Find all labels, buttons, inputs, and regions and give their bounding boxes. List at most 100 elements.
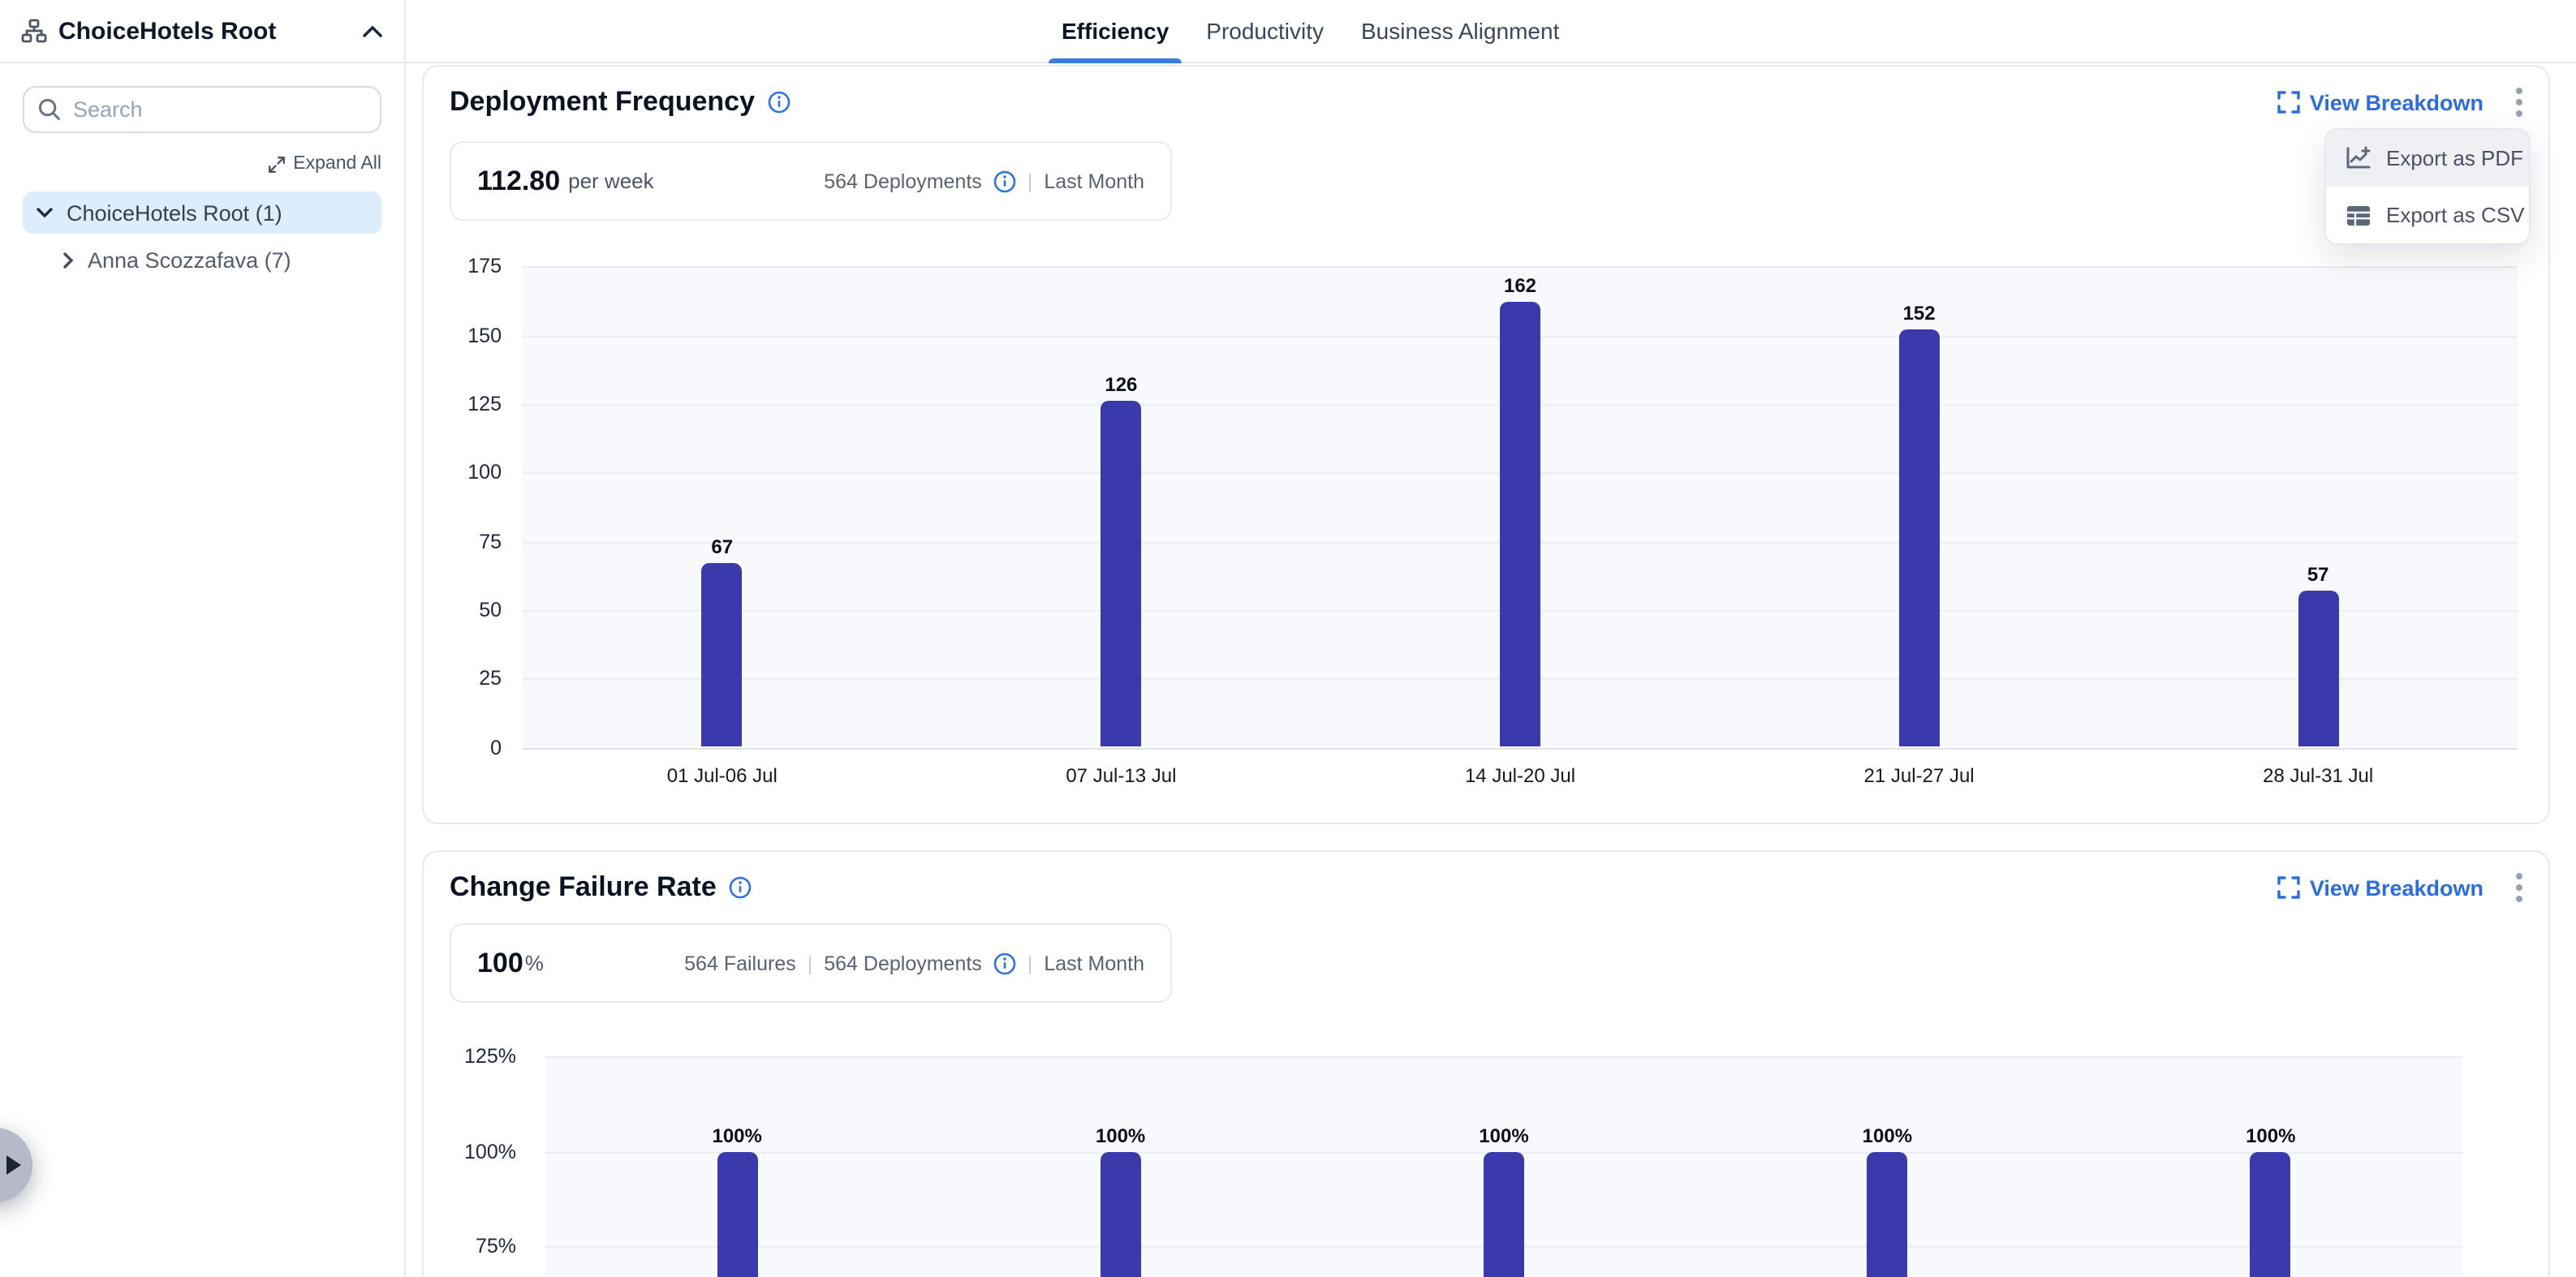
- meta-divider: |: [1027, 952, 1033, 974]
- bar-value-label: 100%: [2246, 1124, 2296, 1146]
- play-triangle-icon: [6, 1155, 21, 1175]
- fullscreen-icon: [2277, 876, 2300, 899]
- stat-value: 112.80: [477, 165, 561, 196]
- bar-value-label: 126: [1105, 373, 1138, 397]
- tab-productivity[interactable]: Productivity: [1206, 18, 1324, 44]
- gridline: [523, 266, 2518, 269]
- y-axis-tick-label: 100: [467, 461, 502, 484]
- tab-business-alignment[interactable]: Business Alignment: [1361, 18, 1560, 44]
- stat-meta: 564 Failures | 564 Deployments | Last Month: [684, 952, 1144, 974]
- y-axis-tick-label: 175: [467, 255, 502, 278]
- expand-all-button[interactable]: Expand All: [23, 154, 381, 174]
- tree-item-label: ChoiceHotels Root (1): [67, 200, 282, 225]
- y-axis-tick-label: 150: [467, 324, 502, 347]
- chart-plus-icon: [2346, 146, 2371, 170]
- deployment-frequency-chart: 0 25 50 75 100 125 150 175 67 01 Jul-06 Jul 126 07 …: [424, 67, 2548, 823]
- meta-divider: |: [1027, 170, 1033, 192]
- x-axis-category-label: 07 Jul-13 Jul: [1066, 764, 1177, 787]
- chart-bar: [1484, 1151, 1524, 1277]
- search-icon: [38, 98, 60, 120]
- sidebar-title: ChoiceHotels Root: [58, 17, 277, 45]
- org-tree: ChoiceHotels Root (1) Anna Scozzafava (7): [23, 191, 381, 281]
- y-axis-tick-label: 0: [490, 736, 502, 759]
- gridline: [545, 1056, 2462, 1058]
- kebab-menu-button[interactable]: [2513, 873, 2526, 902]
- card-title: Deployment Frequency: [450, 86, 755, 117]
- search-input[interactable]: [23, 86, 381, 133]
- card-actions: View Breakdown: [2277, 88, 2526, 117]
- view-breakdown-button[interactable]: View Breakdown: [2277, 90, 2483, 114]
- tree-item-label: Anna Scozzafava (7): [88, 247, 291, 272]
- view-breakdown-button[interactable]: View Breakdown: [2277, 875, 2483, 900]
- info-icon[interactable]: [730, 876, 752, 899]
- table-icon: [2346, 204, 2371, 226]
- tree-item-anna-scozzafava-7-[interactable]: Anna Scozzafava (7): [23, 239, 381, 281]
- x-axis-category-label: 14 Jul-20 Jul: [1464, 764, 1576, 787]
- bar-value-label: 100%: [1479, 1124, 1529, 1146]
- card-title-row: Change Failure Rate: [450, 871, 752, 904]
- change-failure-rate-chart: 125% 100% 75% 100% 100% 100% 100% 100%: [424, 852, 2548, 1277]
- meta-divider: |: [807, 952, 813, 974]
- chart-bar: [1898, 329, 1940, 747]
- card-actions: View Breakdown: [2277, 873, 2526, 902]
- bar-value-label: 152: [1902, 302, 1936, 325]
- stat-meta-text: Last Month: [1044, 170, 1144, 192]
- chart-bar: [701, 563, 743, 747]
- gridline: [523, 747, 2518, 749]
- chevron-down-icon[interactable]: [36, 206, 54, 219]
- y-axis-tick-label: 75%: [475, 1235, 516, 1258]
- deployment-frequency-card: Deployment Frequency View Breakdown 112.…: [422, 65, 2550, 824]
- x-axis-category-label: 21 Jul-27 Jul: [1863, 764, 1975, 787]
- tabs: Efficiency Productivity Business Alignment: [1049, 0, 1572, 63]
- org-hierarchy-icon: [21, 18, 47, 44]
- menu-item-label: Export as CSV: [2386, 203, 2525, 227]
- bar-value-label: 57: [2307, 563, 2329, 587]
- chart-bar: [1100, 1151, 1141, 1277]
- sidebar: ChoiceHotels Root Expand All ChoiceHotel…: [0, 0, 406, 1277]
- tree-item-choicehotels-root-1-[interactable]: ChoiceHotels Root (1): [23, 191, 381, 234]
- menu-item-export-as-pdf[interactable]: Export as PDF: [2326, 130, 2529, 187]
- menu-item-export-as-csv[interactable]: Export as CSV: [2326, 187, 2529, 243]
- stat-unit: per week: [568, 169, 654, 193]
- y-axis-tick-label: 25: [479, 667, 502, 690]
- stat-meta-text: 564 Failures: [684, 952, 796, 974]
- bar-value-label: 100%: [712, 1124, 762, 1146]
- stat-summary-box: 112.80 per week 564 Deployments | Last Mon…: [450, 141, 1172, 221]
- info-icon[interactable]: [768, 91, 790, 114]
- x-axis-category-label: 01 Jul-06 Jul: [666, 764, 778, 787]
- chart-bar: [2298, 591, 2339, 747]
- tab-efficiency[interactable]: Efficiency: [1049, 0, 1182, 63]
- bar-value-label: 100%: [1095, 1124, 1146, 1146]
- info-icon[interactable]: [993, 952, 1016, 974]
- chart-bar: [1500, 302, 1540, 747]
- kebab-menu-button[interactable]: [2513, 88, 2526, 117]
- stat-summary-box: 100 % 564 Failures | 564 Deployments | Last …: [450, 923, 1172, 1003]
- y-axis-tick-label: 125: [467, 393, 502, 415]
- stat-meta: 564 Deployments | Last Month: [824, 170, 1144, 192]
- y-axis-tick-label: 50: [479, 598, 502, 621]
- stat-unit: %: [524, 951, 544, 975]
- expand-all-icon: [268, 156, 285, 172]
- fullscreen-icon: [2277, 91, 2300, 114]
- y-axis-tick-label: 100%: [464, 1140, 516, 1163]
- stat-meta-text: 564 Deployments: [824, 952, 982, 974]
- top-tab-bar: Efficiency Productivity Business Alignment: [406, 0, 2576, 63]
- chevron-right-icon[interactable]: [62, 251, 75, 269]
- x-axis-category-label: 28 Jul-31 Jul: [2263, 764, 2374, 787]
- bar-value-label: 67: [711, 535, 734, 559]
- export-menu: Export as PDF Export as CSV: [2324, 128, 2531, 245]
- info-icon[interactable]: [993, 170, 1016, 192]
- sidebar-header: ChoiceHotels Root: [0, 0, 404, 63]
- change-failure-rate-card: Change Failure Rate View Breakdown 100 %…: [422, 850, 2550, 1277]
- bar-value-label: 162: [1503, 274, 1537, 298]
- stat-value: 100: [477, 947, 523, 978]
- y-axis-tick-label: 125%: [464, 1044, 516, 1068]
- chart-bar: [717, 1151, 758, 1277]
- y-axis-tick-label: 75: [479, 530, 502, 553]
- sidebar-collapse-button[interactable]: [362, 24, 383, 38]
- chart-bar: [1101, 401, 1142, 747]
- chart-bar: [2250, 1151, 2291, 1277]
- menu-item-label: Export as PDF: [2386, 146, 2524, 170]
- chart-bar: [1867, 1151, 1908, 1277]
